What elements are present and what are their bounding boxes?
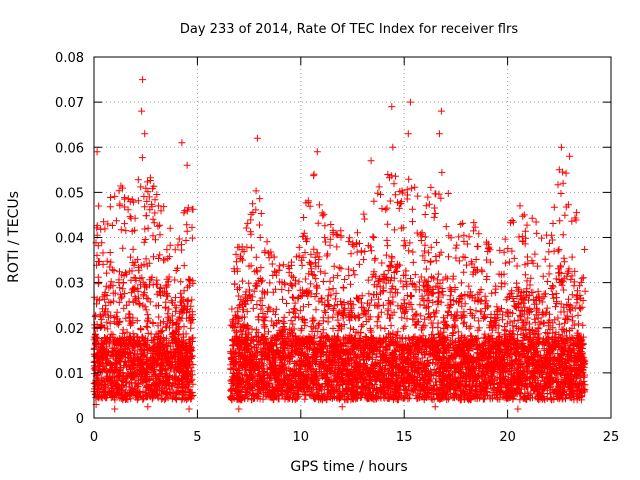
- x-tick-label: 10: [293, 430, 310, 445]
- x-tick-label: 15: [396, 430, 413, 445]
- x-tick-label: 20: [499, 430, 516, 445]
- chart-title: Day 233 of 2014, Rate Of TEC Index for r…: [180, 22, 518, 37]
- y-tick-label: 0.04: [55, 232, 84, 247]
- y-tick-label: 0.07: [55, 96, 84, 111]
- y-tick-label: 0.02: [55, 322, 84, 337]
- roti-point-markers: [90, 76, 589, 413]
- x-tick-label: 25: [603, 430, 620, 445]
- x-tick-label: 0: [90, 430, 98, 445]
- y-tick-label: 0.05: [55, 186, 84, 201]
- axis-ticks: 0 5 10 15 20 25 0 0.01 0.02 0.03 0.04 0.05 0.06 0.07 0…: [55, 51, 619, 445]
- y-tick-label: 0.01: [55, 367, 84, 382]
- y-tick-label: 0.08: [55, 51, 84, 66]
- y-tick-label: 0.06: [55, 141, 84, 156]
- y-axis-label: ROTI / TECUs: [6, 191, 22, 283]
- data-points: [90, 76, 589, 413]
- x-tick-label: 5: [193, 430, 201, 445]
- y-tick-label: 0.03: [55, 277, 84, 292]
- y-tick-label: 0: [76, 412, 84, 427]
- x-axis-label: GPS time / hours: [290, 459, 407, 475]
